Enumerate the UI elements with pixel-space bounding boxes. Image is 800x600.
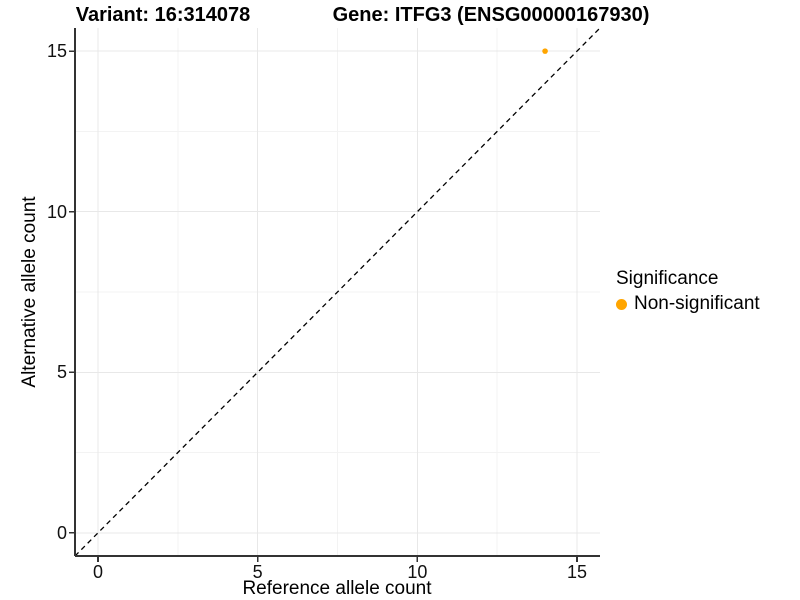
data-points: [542, 48, 548, 54]
y-axis-title: Alternative allele count: [19, 196, 40, 388]
y-tick-label: 15: [46, 41, 67, 62]
y-tick-label: 0: [56, 522, 67, 543]
axis-tick-marks: [69, 50, 578, 562]
plot-title-gene: Gene: ITFG3 (ENSG00000167930): [332, 4, 650, 26]
x-tick-label: 10: [407, 562, 428, 582]
x-tick-label: 5: [252, 562, 263, 582]
data-point: [542, 48, 548, 54]
plot-title-variant: Variant: 16:314078: [75, 4, 251, 26]
y-tick-label: 10: [46, 201, 67, 222]
gridlines-major: [75, 28, 600, 556]
legend: Significance Non-significant: [616, 266, 760, 316]
x-tick-label: 15: [566, 562, 588, 582]
legend-title: Significance: [616, 268, 719, 289]
legend-entries: Non-significant: [616, 292, 760, 316]
legend-dot-icon: [616, 298, 627, 310]
x-tick-label: 0: [92, 562, 103, 582]
y-tick-label: 5: [56, 362, 67, 383]
axis-lines: [74, 28, 600, 557]
legend-entry: Non-significant: [616, 292, 760, 316]
gridlines-minor: [75, 28, 600, 556]
identity-reference-line: [74, 27, 601, 557]
identity-line: [74, 27, 601, 557]
legend-label: Non-significant: [634, 293, 760, 314]
x-axis-title: Reference allele count: [242, 578, 432, 599]
